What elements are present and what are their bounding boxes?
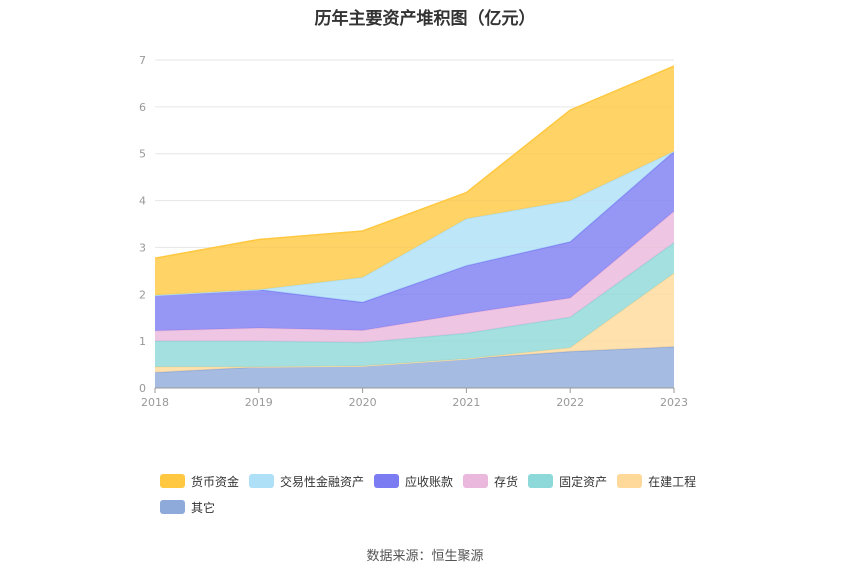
source-note: 数据来源：恒生聚源 xyxy=(366,549,484,564)
legend-item[interactable]: 货币资金 xyxy=(160,473,239,489)
legend-label: 货币资金 xyxy=(191,474,240,489)
area-5 xyxy=(155,151,674,331)
legend-item[interactable]: 应收账款 xyxy=(374,473,453,489)
chart-title: 历年主要资产堆积图（亿元） xyxy=(314,9,536,29)
stacked-area-chart: 0 1 2 3 4 5 6 7 2018 2019 2020 2021 2022 2023 xyxy=(139,54,688,409)
legend-item[interactable]: 存货 xyxy=(463,473,518,489)
legend: 货币资金 交易性金融资产 应收账款 存货 固定资产 在建工程其它 xyxy=(160,473,720,525)
legend-label: 在建工程 xyxy=(648,474,697,489)
legend-item[interactable]: 固定资产 xyxy=(528,473,607,489)
legend-item[interactable]: 其它 xyxy=(160,499,215,515)
legend-label: 交易性金融资产 xyxy=(280,474,365,489)
legend-swatch xyxy=(160,500,185,514)
x-tick-label: 2019 xyxy=(245,396,273,409)
y-tick-label: 4 xyxy=(139,195,146,208)
area-edge-7 xyxy=(154,65,675,259)
legend-label: 存货 xyxy=(494,474,519,489)
y-tick-label: 0 xyxy=(139,382,146,395)
area-6 xyxy=(155,151,674,303)
legend-swatch xyxy=(617,474,643,488)
legend-label: 固定资产 xyxy=(559,474,608,489)
legend-label: 其它 xyxy=(191,500,216,515)
y-tick-label: 1 xyxy=(139,335,146,348)
area-layers xyxy=(154,65,675,388)
x-tick-label: 2018 xyxy=(141,396,169,409)
legend-label: 应收账款 xyxy=(405,474,454,489)
legend-swatch xyxy=(160,474,185,488)
legend-swatch xyxy=(463,474,489,488)
legend-item[interactable]: 交易性金融资产 xyxy=(249,473,364,489)
x-tick-label: 2023 xyxy=(660,396,688,409)
y-tick-label: 6 xyxy=(139,101,146,114)
x-tick-label: 2020 xyxy=(349,396,377,409)
area-3 xyxy=(155,242,674,367)
legend-swatch xyxy=(528,474,554,488)
y-tick-label: 3 xyxy=(139,241,146,254)
legend-item[interactable]: 在建工程 xyxy=(617,473,696,489)
x-tick-label: 2022 xyxy=(556,396,584,409)
y-tick-label: 5 xyxy=(139,148,146,161)
legend-swatch xyxy=(374,474,400,488)
area-1 xyxy=(155,346,674,388)
y-tick-label: 7 xyxy=(139,54,146,67)
area-4 xyxy=(155,211,674,343)
y-tick-label: 2 xyxy=(139,288,146,301)
x-tick-label: 2021 xyxy=(452,396,480,409)
legend-swatch xyxy=(249,474,275,488)
axes: 0 1 2 3 4 5 6 7 2018 2019 2020 2021 2022 2023 xyxy=(139,54,688,409)
